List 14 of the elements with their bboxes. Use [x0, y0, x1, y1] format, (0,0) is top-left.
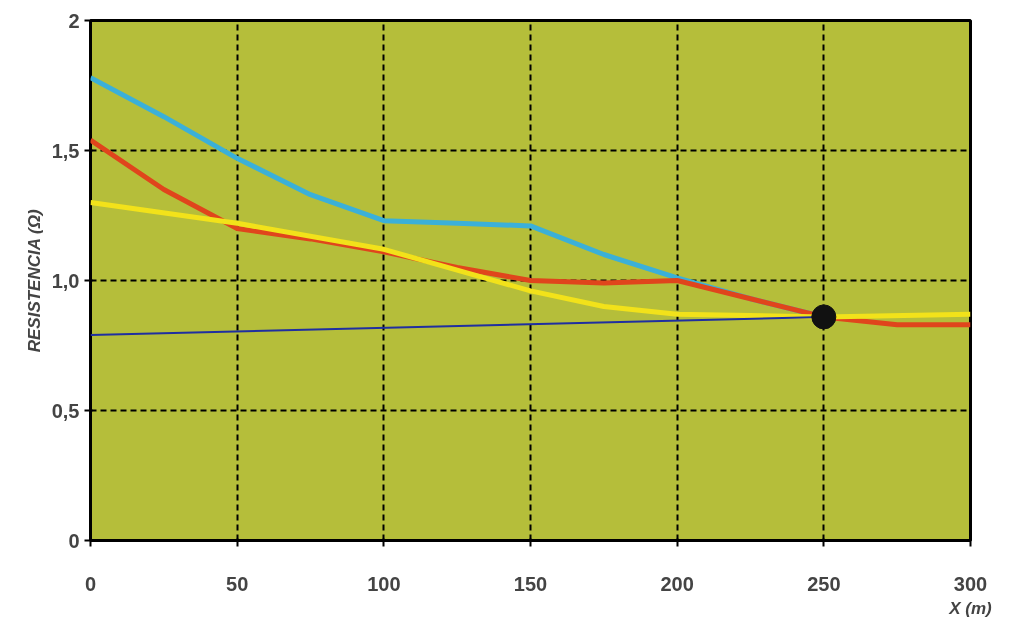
x-tick-label: 0: [84, 572, 97, 595]
x-axis-title: X (m): [948, 598, 993, 618]
y-tick-label: 2: [68, 9, 80, 32]
y-tick-label: 0,5: [51, 399, 80, 422]
y-axis-title: RESISTENCIA (Ω): [24, 208, 44, 353]
y-tick-label: 0: [68, 529, 80, 552]
x-tick-label: 150: [513, 572, 548, 595]
y-tick-label: 1,0: [51, 269, 80, 292]
x-tick-label: 200: [660, 572, 694, 595]
x-tick-label: 300: [953, 572, 988, 595]
x-tick-label: 100: [367, 572, 401, 595]
x-tick-label: 50: [226, 572, 249, 595]
y-tick-label: 1,5: [51, 139, 80, 162]
x-tick-label: 250: [807, 572, 841, 595]
